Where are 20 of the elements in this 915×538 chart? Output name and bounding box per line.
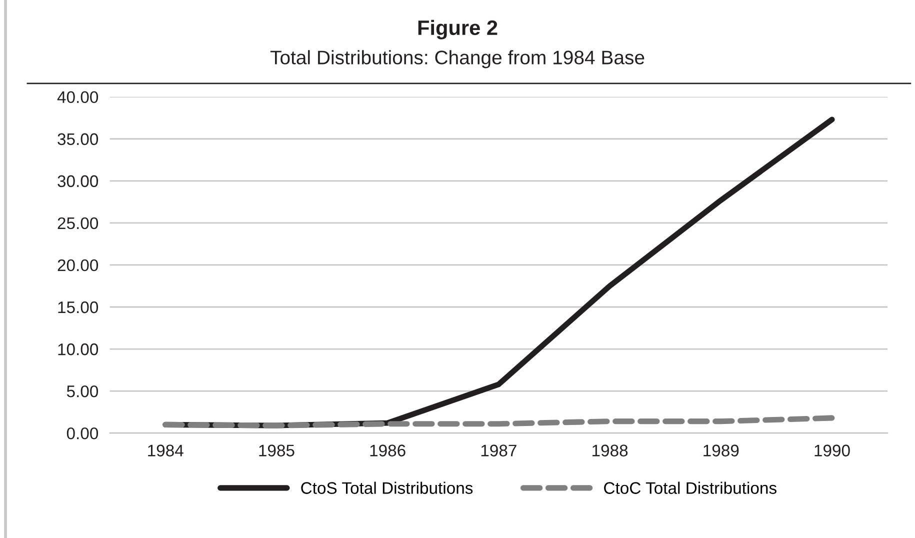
y-tick-label: 20.00 (58, 259, 98, 272)
y-tick-label: 10.00 (58, 343, 98, 356)
y-tick-label: 0.00 (66, 427, 98, 440)
x-tick-label: 1985 (259, 444, 294, 456)
y-tick-label: 5.00 (66, 385, 98, 398)
y-tick-label: 35.00 (58, 133, 98, 146)
y-tick-label: 25.00 (58, 217, 98, 230)
x-tick-label: 1990 (814, 444, 850, 456)
legend-label: CtoS Total Distributions (301, 482, 473, 494)
legend-label: CtoC Total Distributions (604, 482, 776, 494)
x-tick-label: 1986 (370, 444, 406, 456)
x-tick-label: 1989 (704, 444, 739, 456)
x-tick-label: 1987 (481, 444, 516, 456)
x-tick-label: 1988 (592, 444, 628, 456)
y-tick-label: 15.00 (58, 301, 98, 314)
y-tick-label: 40.00 (57, 91, 98, 104)
chart-title: Figure 2 (418, 20, 498, 40)
x-tick-label: 1984 (148, 444, 184, 456)
chart-subtitle: Total Distributions: Change from 1984 Base (270, 50, 644, 68)
y-tick-label: 30.00 (58, 175, 98, 188)
